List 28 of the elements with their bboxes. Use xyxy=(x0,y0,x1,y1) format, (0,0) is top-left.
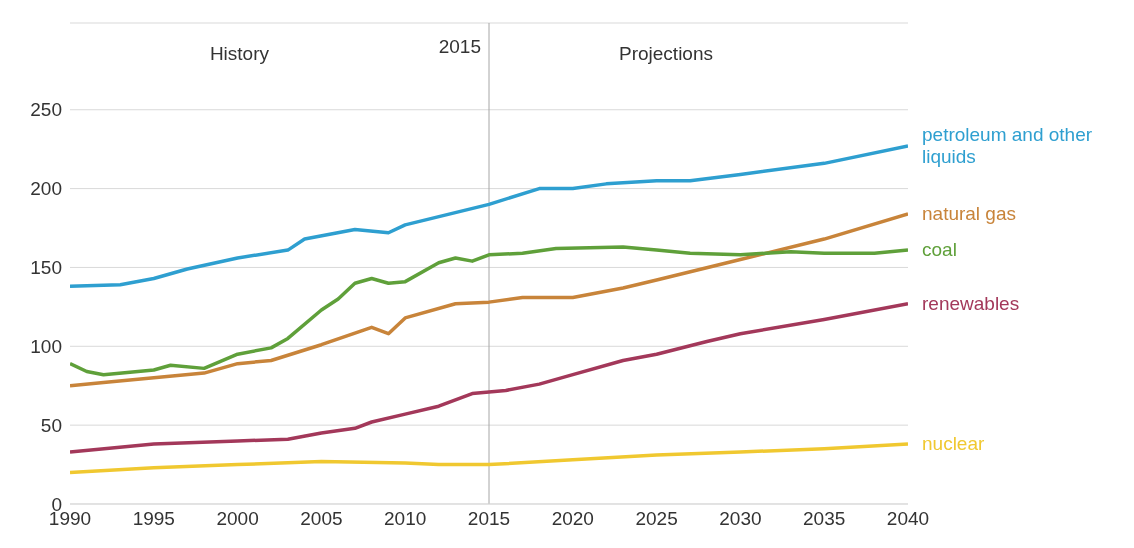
x-tick-label: 1995 xyxy=(132,508,175,530)
annotation: Projections xyxy=(619,43,713,65)
y-tick-label: 200 xyxy=(30,178,62,200)
x-tick-label: 2040 xyxy=(886,508,930,530)
line-series xyxy=(70,212,908,388)
series-label: coal xyxy=(922,239,958,262)
x-tick-label: 2015 xyxy=(467,508,511,530)
x-tick-label: 2020 xyxy=(551,508,594,530)
series-label: petroleum and other liquids xyxy=(922,124,1094,168)
series-label: nuclear xyxy=(922,433,986,456)
x-tick-label: 2035 xyxy=(803,508,846,530)
line-series xyxy=(70,442,908,475)
y-tick-label: 250 xyxy=(30,99,62,121)
x-tick-label: 2005 xyxy=(300,508,343,530)
ref-line-label: 2015 xyxy=(438,36,481,57)
x-tick-label: 2010 xyxy=(384,508,427,530)
annotation: History xyxy=(209,43,269,65)
line-series xyxy=(70,144,908,289)
x-tick-label: 2000 xyxy=(216,508,259,530)
x-tick-label: 2025 xyxy=(635,508,678,530)
y-tick-label: 50 xyxy=(40,414,62,436)
series-label: renewables xyxy=(922,292,1021,315)
line-series xyxy=(70,245,908,377)
y-tick-label: 150 xyxy=(30,257,62,279)
x-tick-label: 2030 xyxy=(719,508,762,530)
y-tick-label: 100 xyxy=(30,336,62,358)
series-label: natural gas xyxy=(922,202,1017,225)
line-series xyxy=(70,301,908,454)
